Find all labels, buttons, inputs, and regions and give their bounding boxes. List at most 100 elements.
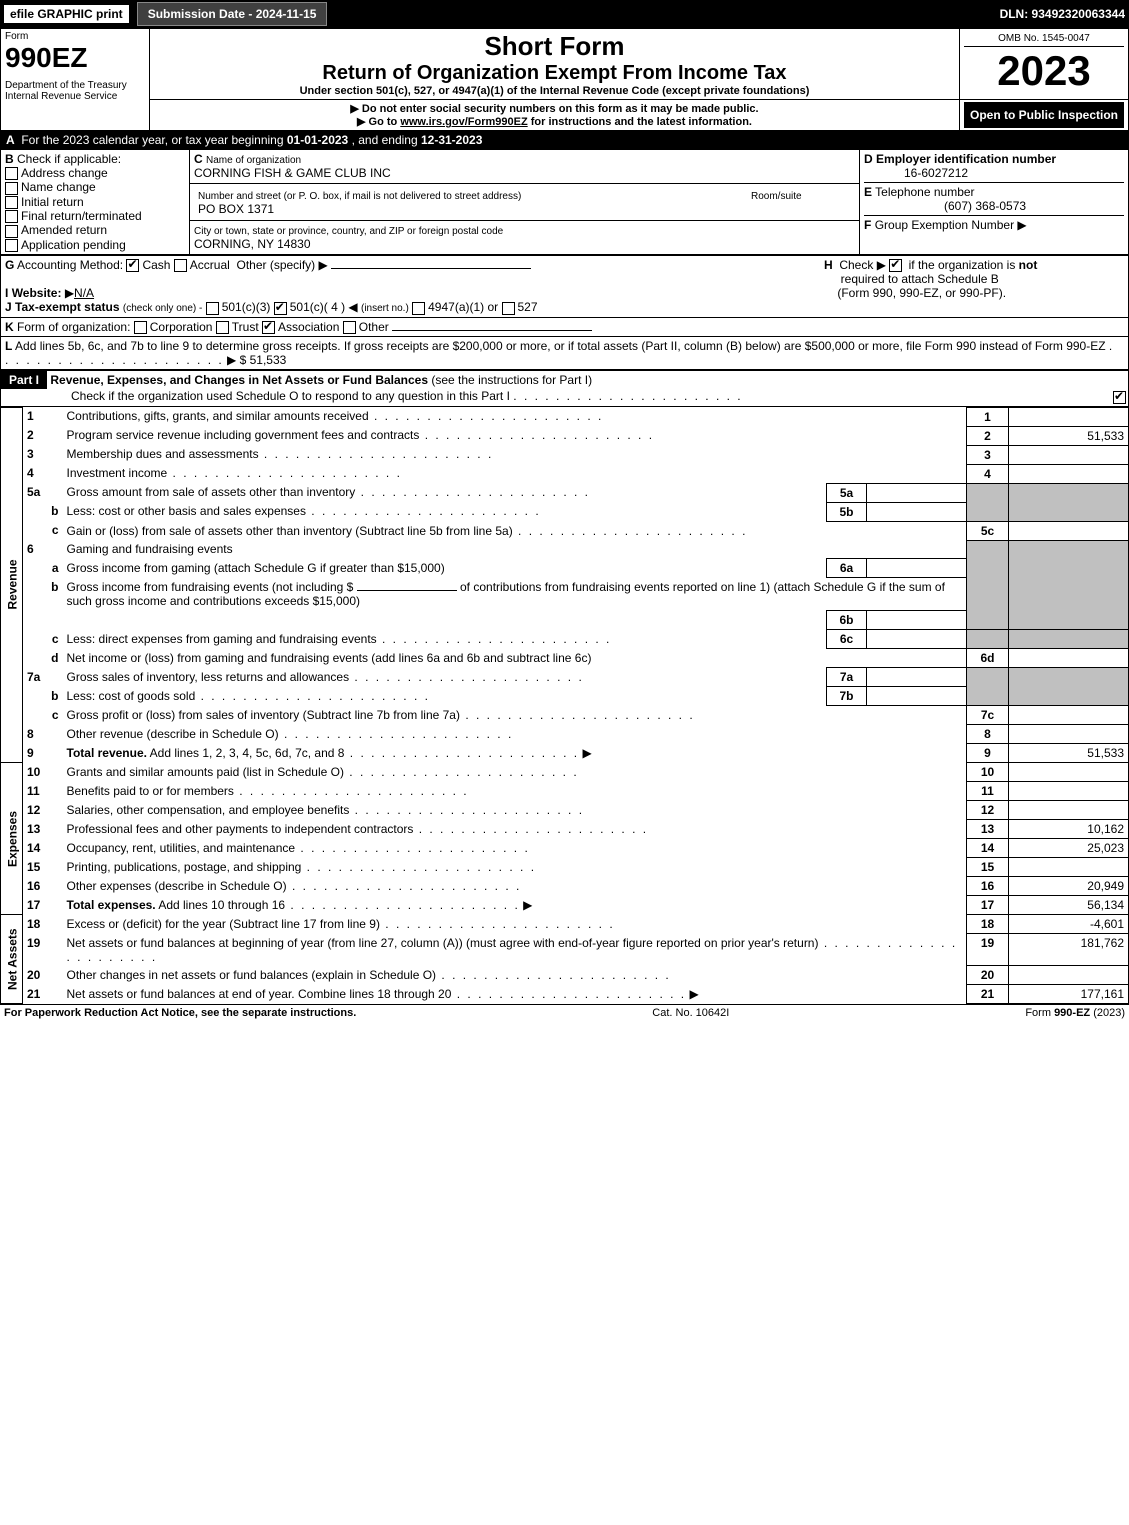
checkbox-corporation[interactable] [134,321,147,334]
line-9-text: Add lines 1, 2, 3, 4, 5c, 6d, 7c, and 8 [147,746,344,760]
checkbox-name-change[interactable] [5,182,18,195]
line-3-text: Membership dues and assessments [67,447,259,461]
checkbox-final-return[interactable] [5,210,18,223]
opt-application-pending: Application pending [21,238,126,252]
ein-value: 16-6027212 [864,166,968,180]
checkbox-trust[interactable] [216,321,229,334]
opt-final-return: Final return/terminated [21,209,142,223]
opt-insert-no: (insert no.) [361,303,409,314]
irs: Internal Revenue Service [5,91,145,102]
opt-accrual: Accrual [190,258,230,272]
part1-table: Revenue 1 Contributions, gifts, grants, … [0,407,1129,1005]
line-20-text: Other changes in net assets or fund bala… [67,968,437,982]
revenue-sidelabel: Revenue [1,407,23,763]
line-h-t4: (Form 990, 990-EZ, or 990-PF). [837,286,1006,300]
line-17-pre: Total expenses. [67,898,156,912]
checkbox-initial-return[interactable] [5,196,18,209]
line-a-pre: For the 2023 calendar year, or tax year … [21,133,287,147]
line-l-amount: $ 51,533 [240,353,287,367]
efile-label: efile GRAPHIC print [4,5,129,23]
label-street: Number and street (or P. O. box, if mail… [198,191,521,202]
omb-number: OMB No. 1545-0047 [964,31,1124,47]
part1-label: Part I [1,371,47,389]
label-city: City or town, state or province, country… [194,226,503,237]
checkbox-cash[interactable] [126,259,139,272]
line-h-t2: if the organization is [909,258,1019,272]
street-address: PO BOX 1371 [198,202,274,216]
opt-address-change: Address change [21,166,108,180]
checkbox-address-change[interactable] [5,167,18,180]
expenses-sidelabel: Expenses [1,763,23,915]
line-a-end: 12-31-2023 [421,133,482,147]
line-18-text: Excess or (deficit) for the year (Subtra… [67,917,380,931]
part1-hint: (see the instructions for Part I) [431,373,592,387]
tax-year: 2023 [964,47,1124,95]
checkbox-501c3[interactable] [206,302,219,315]
line-6-text: Gaming and fundraising events [67,542,233,556]
part1-header: Part I Revenue, Expenses, and Changes in… [0,370,1129,407]
checkbox-4947[interactable] [412,302,425,315]
line-6a-text: Gross income from gaming (attach Schedul… [67,561,445,575]
line-14-text: Occupancy, rent, utilities, and maintena… [67,841,296,855]
instr-2-link[interactable]: www.irs.gov/Form990EZ [400,116,527,128]
checkbox-other-org[interactable] [343,321,356,334]
opt-name-change: Name change [21,180,96,194]
opt-other-specify: Other (specify) [236,258,315,272]
dln: DLN: 93492320063344 [1000,7,1125,21]
checkbox-association[interactable] [262,321,275,334]
amt-16: 20,949 [1009,877,1129,896]
line-13-text: Professional fees and other payments to … [67,822,414,836]
instr-1: ▶ Do not enter social security numbers o… [154,102,955,115]
line-16-text: Other expenses (describe in Schedule O) [67,879,287,893]
checkbox-schedule-o[interactable] [1113,391,1126,404]
line-15-text: Printing, publications, postage, and shi… [67,860,302,874]
amt-20 [1009,966,1129,985]
form-of-org-label: Form of organization: [17,320,130,334]
line-1-text: Contributions, gifts, grants, and simila… [67,409,369,423]
line-5a-text: Gross amount from sale of assets other t… [67,485,356,499]
form-number: 990EZ [5,42,145,74]
checkbox-accrual[interactable] [174,259,187,272]
checkbox-527[interactable] [502,302,515,315]
checkbox-501c[interactable] [274,302,287,315]
line-h-check: Check ▶ [839,258,886,272]
amt-21: 177,161 [1009,985,1129,1004]
amt-4 [1009,464,1129,483]
line-12-text: Salaries, other compensation, and employ… [67,803,350,817]
org-name: CORNING FISH & GAME CLUB INC [194,166,391,180]
amt-1 [1009,407,1129,426]
ghi-block: G Accounting Method: Cash Accrual Other … [0,255,1129,370]
instr-2-post: for instructions and the latest informat… [528,116,752,128]
line-4-text: Investment income [67,466,168,480]
line-8-text: Other revenue (describe in Schedule O) [67,727,279,741]
amt-7c [1009,706,1129,725]
website-value: N/A [74,286,94,300]
amt-11 [1009,782,1129,801]
checkbox-amended-return[interactable] [5,225,18,238]
line-5c-text: Gain or (loss) from sale of assets other… [67,524,513,538]
part1-heading: Revenue, Expenses, and Changes in Net As… [50,373,428,387]
checkbox-application-pending[interactable] [5,239,18,252]
box-b-label: Check if applicable: [17,152,121,166]
opt-corporation: Corporation [150,320,213,334]
entity-block: B Check if applicable: Address change Na… [0,149,1129,255]
top-bar: efile GRAPHIC print Submission Date - 20… [0,0,1129,28]
amt-8 [1009,725,1129,744]
footer-right: Form 990-EZ (2023) [1025,1007,1125,1019]
instr-2: ▶ Go to www.irs.gov/Form990EZ for instru… [154,115,955,128]
opt-trust: Trust [232,320,259,334]
amt-9: 51,533 [1009,744,1129,763]
line-6b-text1: Gross income from fundraising events (no… [67,580,354,594]
form-header: Form 990EZ Department of the Treasury In… [0,28,1129,131]
line-19-text: Net assets or fund balances at beginning… [67,936,819,950]
line-17-text: Add lines 10 through 16 [156,898,285,912]
footer-right-bold: 990-EZ [1054,1007,1090,1019]
part1-check-line: Check if the organization used Schedule … [1,389,510,403]
line-2-text: Program service revenue including govern… [67,428,420,442]
amt-5c [1009,521,1129,540]
form-word: Form [5,31,145,42]
amt-17: 56,134 [1009,896,1129,915]
checkbox-schedule-b[interactable] [889,259,902,272]
amt-12 [1009,801,1129,820]
accounting-method-label: Accounting Method: [17,258,123,272]
